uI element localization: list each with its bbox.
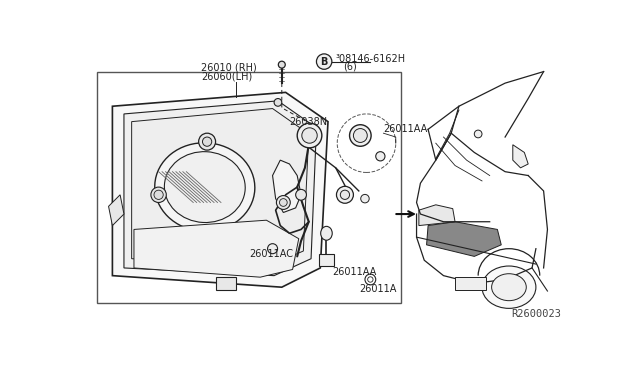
Ellipse shape bbox=[154, 190, 163, 199]
Polygon shape bbox=[109, 195, 124, 225]
Ellipse shape bbox=[198, 133, 216, 150]
Text: R2600023: R2600023 bbox=[511, 309, 561, 319]
Ellipse shape bbox=[155, 143, 255, 231]
Ellipse shape bbox=[376, 152, 385, 161]
Ellipse shape bbox=[274, 99, 282, 106]
Ellipse shape bbox=[276, 196, 291, 209]
Text: 26011AC: 26011AC bbox=[250, 249, 294, 259]
Ellipse shape bbox=[340, 190, 349, 199]
Ellipse shape bbox=[365, 274, 376, 285]
Polygon shape bbox=[513, 145, 528, 168]
Polygon shape bbox=[419, 205, 455, 225]
Ellipse shape bbox=[297, 123, 322, 148]
Ellipse shape bbox=[353, 129, 367, 142]
Ellipse shape bbox=[278, 61, 285, 68]
Ellipse shape bbox=[361, 195, 369, 203]
Ellipse shape bbox=[474, 130, 482, 138]
Ellipse shape bbox=[482, 266, 536, 308]
Polygon shape bbox=[273, 160, 301, 212]
Ellipse shape bbox=[296, 189, 307, 200]
Ellipse shape bbox=[280, 199, 287, 206]
Ellipse shape bbox=[349, 125, 371, 146]
Text: 26010 (RH): 26010 (RH) bbox=[201, 63, 257, 73]
Polygon shape bbox=[132, 109, 308, 266]
Text: (6): (6) bbox=[344, 61, 357, 71]
Ellipse shape bbox=[492, 274, 526, 301]
Text: 26011A: 26011A bbox=[359, 285, 396, 295]
Ellipse shape bbox=[268, 244, 278, 254]
Ellipse shape bbox=[164, 152, 245, 222]
Polygon shape bbox=[124, 101, 316, 276]
Polygon shape bbox=[113, 92, 328, 287]
Text: ³08146-6162H: ³08146-6162H bbox=[336, 54, 406, 64]
Polygon shape bbox=[216, 277, 236, 289]
Bar bbox=[97, 71, 401, 302]
Circle shape bbox=[316, 54, 332, 69]
Ellipse shape bbox=[321, 226, 332, 240]
Ellipse shape bbox=[367, 277, 373, 282]
Ellipse shape bbox=[202, 137, 212, 146]
Bar bbox=[319, 254, 334, 266]
Text: 26060(LH): 26060(LH) bbox=[201, 72, 252, 82]
Bar bbox=[455, 277, 486, 289]
Text: 26011AA: 26011AA bbox=[383, 124, 428, 134]
Polygon shape bbox=[134, 220, 299, 277]
Text: B: B bbox=[321, 57, 328, 67]
Text: 26038N: 26038N bbox=[289, 117, 328, 126]
Text: 26011AA: 26011AA bbox=[332, 267, 376, 277]
Ellipse shape bbox=[337, 186, 353, 203]
Ellipse shape bbox=[302, 128, 317, 143]
Ellipse shape bbox=[151, 187, 166, 202]
Polygon shape bbox=[427, 222, 501, 256]
